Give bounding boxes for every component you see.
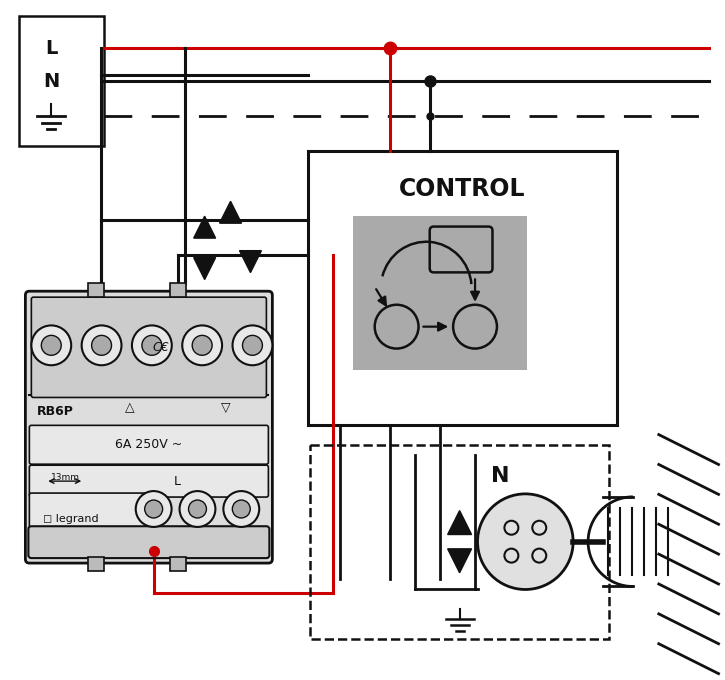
Circle shape [532, 549, 546, 562]
Polygon shape [447, 549, 471, 573]
Circle shape [505, 521, 518, 534]
FancyBboxPatch shape [25, 291, 273, 563]
Text: N: N [44, 71, 59, 90]
Circle shape [223, 491, 260, 527]
Text: RB6P: RB6P [37, 405, 74, 418]
Circle shape [145, 500, 162, 518]
Circle shape [41, 335, 61, 355]
Circle shape [232, 500, 250, 518]
Bar [88, 557, 104, 571]
Text: 13mm: 13mm [51, 473, 80, 481]
Bar [88, 284, 104, 297]
Text: N: N [491, 466, 510, 486]
Circle shape [91, 335, 112, 355]
Text: CONTROL: CONTROL [399, 177, 526, 201]
Circle shape [132, 326, 172, 365]
Text: L: L [45, 39, 57, 58]
Circle shape [136, 491, 172, 527]
Circle shape [453, 305, 497, 349]
Circle shape [478, 494, 573, 590]
Bar [170, 284, 186, 297]
Bar [170, 557, 186, 571]
FancyBboxPatch shape [430, 226, 492, 273]
Polygon shape [220, 201, 241, 223]
FancyBboxPatch shape [28, 526, 270, 558]
Circle shape [142, 335, 162, 355]
FancyBboxPatch shape [308, 151, 617, 424]
Polygon shape [194, 258, 215, 279]
Circle shape [82, 326, 122, 365]
Text: △: △ [125, 401, 135, 414]
FancyBboxPatch shape [20, 16, 104, 146]
FancyBboxPatch shape [30, 493, 151, 545]
Circle shape [192, 335, 212, 355]
Circle shape [180, 491, 215, 527]
Circle shape [31, 326, 71, 365]
FancyBboxPatch shape [30, 426, 268, 464]
Circle shape [233, 326, 273, 365]
Text: 6A 250V ~: 6A 250V ~ [115, 439, 183, 452]
Polygon shape [447, 511, 471, 534]
Polygon shape [194, 216, 215, 238]
FancyBboxPatch shape [30, 465, 268, 497]
Text: L: L [174, 475, 181, 488]
FancyBboxPatch shape [31, 297, 266, 398]
Circle shape [182, 326, 222, 365]
Circle shape [188, 500, 207, 518]
Text: C€: C€ [152, 341, 169, 354]
Circle shape [375, 305, 418, 349]
Circle shape [505, 549, 518, 562]
Text: ▽: ▽ [220, 401, 230, 414]
Text: ◻ legrand: ◻ legrand [44, 514, 99, 524]
Polygon shape [239, 251, 262, 273]
Circle shape [532, 521, 546, 534]
Circle shape [242, 335, 262, 355]
FancyBboxPatch shape [353, 216, 527, 370]
